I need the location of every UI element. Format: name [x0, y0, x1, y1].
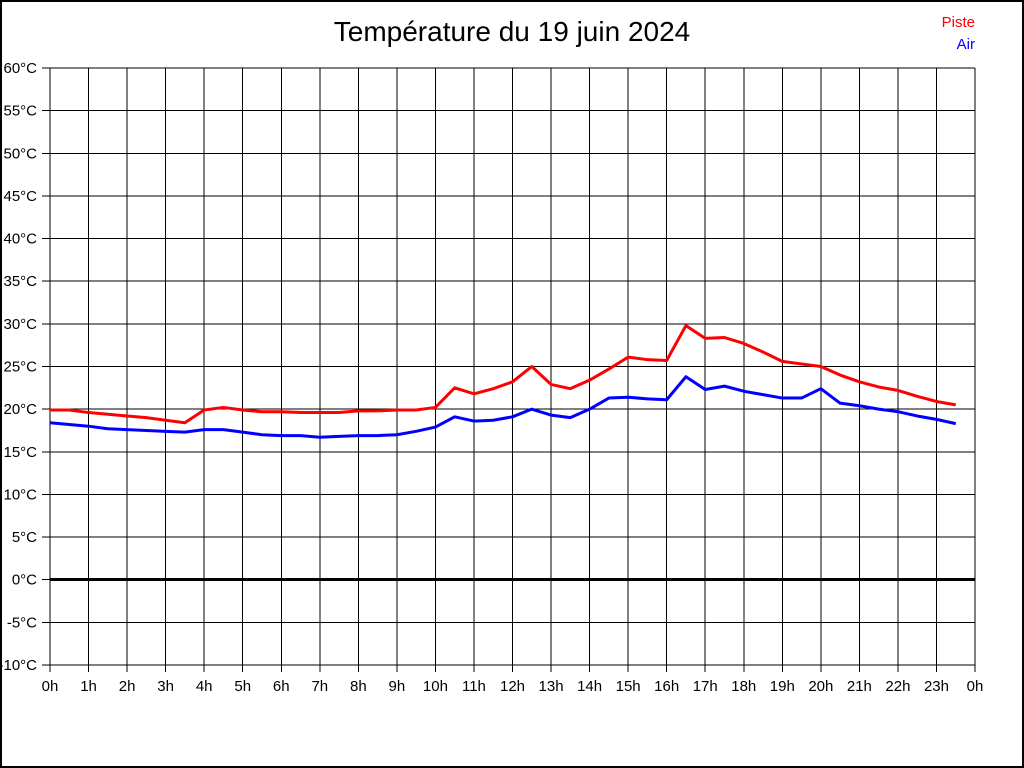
x-tick-label: 2h	[119, 678, 136, 695]
axis-labels: 60°C 55°C 50°C 45°C 40°C 35°C 30°C 25°C 20°C 15°C…	[0, 60, 983, 695]
x-tick-label: 11h	[462, 678, 486, 695]
x-tick-label: 16h	[654, 678, 679, 695]
x-tick-label: 5h	[234, 678, 251, 695]
x-tick-label: 20h	[808, 678, 833, 695]
x-tick-label: 0h	[42, 678, 59, 695]
y-tick-label: 35°C	[3, 273, 37, 290]
x-tick-label: 21h	[847, 678, 872, 695]
axis-ticks	[42, 67, 976, 672]
y-tick-label: -5°C	[7, 614, 37, 631]
y-tick-label: 60°C	[3, 60, 37, 77]
x-tick-label: 9h	[389, 678, 406, 695]
x-tick-label: 7h	[311, 678, 328, 695]
y-tick-label: 45°C	[3, 188, 37, 205]
legend-label-piste: Piste	[941, 14, 975, 31]
y-tick-label: -10°C	[0, 657, 37, 674]
gridlines	[49, 67, 976, 666]
x-tick-label: 13h	[539, 678, 564, 695]
series-line-piste	[50, 324, 956, 425]
x-tick-label: 0h	[967, 678, 984, 695]
x-tick-label: 18h	[731, 678, 756, 695]
x-tick-label: 22h	[885, 678, 910, 695]
y-tick-label: 25°C	[3, 359, 37, 376]
y-tick-label: 55°C	[3, 103, 37, 120]
y-tick-label: 15°C	[3, 444, 37, 461]
chart-legend: Piste Air	[942, 12, 975, 56]
x-tick-label: 1h	[80, 678, 97, 695]
y-tick-label: 0°C	[12, 572, 37, 589]
x-tick-label: 6h	[273, 678, 290, 695]
y-tick-label: 10°C	[3, 486, 37, 503]
x-tick-label: 23h	[924, 678, 949, 695]
x-tick-label: 12h	[500, 678, 525, 695]
series-lines	[49, 324, 957, 439]
chart-title: Température du 19 juin 2024	[333, 16, 691, 47]
x-tick-label: 15h	[616, 678, 641, 695]
y-tick-label: 5°C	[12, 529, 37, 546]
y-tick-label: 50°C	[3, 145, 37, 162]
x-tick-label: 19h	[770, 678, 795, 695]
y-tick-label: 40°C	[3, 231, 37, 248]
x-tick-label: 4h	[196, 678, 213, 695]
x-tick-label: 14h	[577, 678, 602, 695]
x-tick-label: 8h	[350, 678, 367, 695]
y-tick-label: 30°C	[3, 316, 37, 333]
x-tick-label: 17h	[693, 678, 718, 695]
y-tick-label: 20°C	[3, 401, 37, 418]
legend-label-air: Air	[956, 36, 975, 53]
x-tick-label: 10h	[423, 678, 448, 695]
x-tick-label: 3h	[157, 678, 174, 695]
series-line-air	[49, 375, 957, 439]
